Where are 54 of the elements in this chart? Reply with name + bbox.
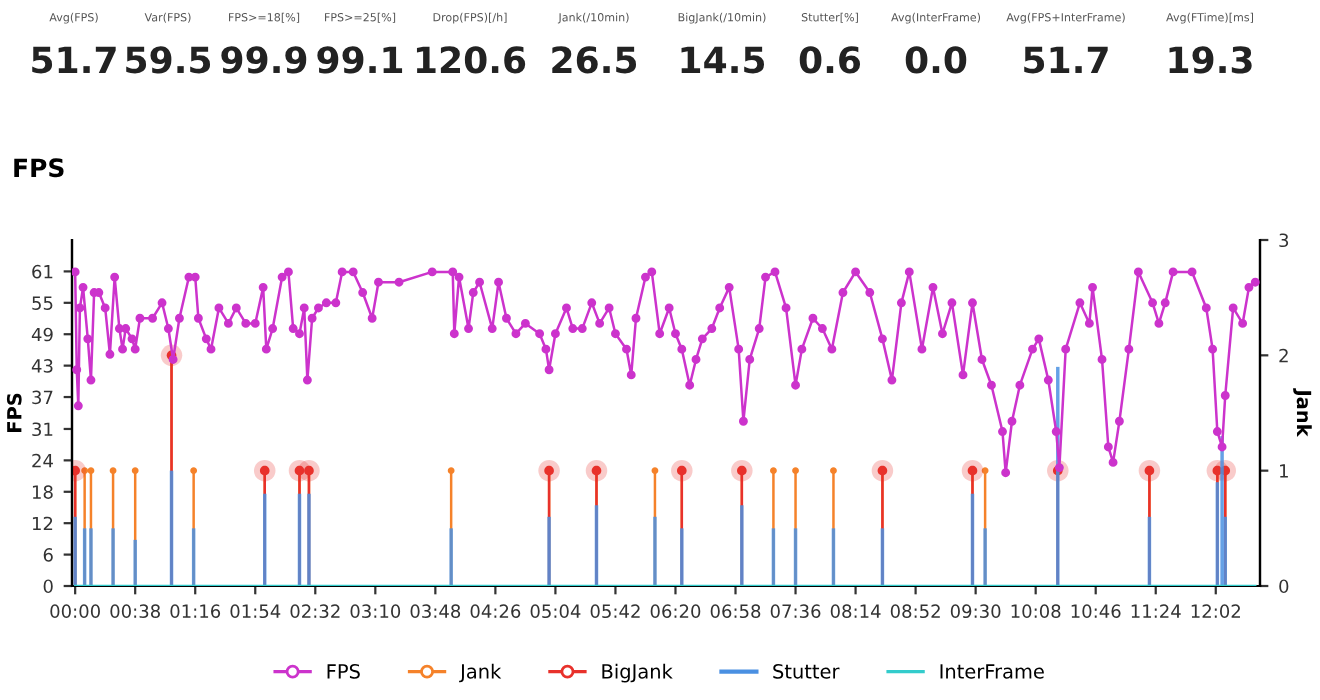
x-tick-label: 06:58 xyxy=(710,604,761,619)
x-tick-label: 10:08 xyxy=(1011,604,1061,619)
text: 14.5 xyxy=(681,46,765,74)
legend-label: InterFrame xyxy=(940,664,1044,679)
legend-label: Jank xyxy=(459,663,502,683)
legend-label: FPS xyxy=(327,664,360,679)
text: 19.3 xyxy=(1169,46,1252,74)
text: 99.1 xyxy=(317,46,403,74)
x-tick-label: 12:02 xyxy=(1191,604,1240,619)
y-tick-label: 0 xyxy=(43,579,53,594)
y-tick-label: 12 xyxy=(32,516,53,531)
text: 120.6 xyxy=(416,46,526,74)
x-tick-label: 05:04 xyxy=(530,604,581,619)
x-tick-label: 05:42 xyxy=(590,604,640,619)
legend-label: Stutter xyxy=(773,664,840,679)
x-tick-label: 02:32 xyxy=(290,604,340,619)
y-tick-label: 18 xyxy=(32,485,53,499)
y-tick-label: 31 xyxy=(32,422,53,437)
y2-tick-label: 3 xyxy=(1279,233,1289,248)
y-tick-label: 49 xyxy=(31,327,53,342)
y-tick-label: 61 xyxy=(32,264,53,279)
y2-tick-label: 0 xyxy=(1279,579,1289,594)
x-tick-label: 08:14 xyxy=(830,604,881,619)
text: 26.5 xyxy=(552,46,637,74)
x-tick-label: 08:52 xyxy=(890,604,940,619)
text: 59.5 xyxy=(126,46,211,74)
y2-tick-label: 2 xyxy=(1279,348,1288,363)
x-tick-label: 01:54 xyxy=(230,604,281,619)
y-tick-label: 55 xyxy=(32,296,53,310)
x-tick-label: 09:30 xyxy=(950,604,1001,619)
x-tick-label: 00:00 xyxy=(50,604,100,619)
text: 51.7 xyxy=(32,46,116,74)
x-tick-label: 10:46 xyxy=(1071,604,1121,619)
x-tick-label: 04:26 xyxy=(470,604,521,619)
text: 99.9 xyxy=(221,46,307,74)
x-tick-label: 11:24 xyxy=(1131,604,1181,618)
x-tick-label: 07:36 xyxy=(770,604,821,619)
y-axis-title: FPS xyxy=(6,393,22,432)
y-tick-label: 37 xyxy=(32,390,53,405)
y-tick-label: 6 xyxy=(43,548,53,562)
chart-title: FPS xyxy=(14,158,64,178)
x-tick-label: 06:20 xyxy=(650,604,701,619)
x-tick-label: 03:48 xyxy=(410,604,461,619)
x-tick-label: 00:38 xyxy=(110,604,160,619)
x-tick-label: 01:16 xyxy=(170,604,221,619)
text: 0.0 xyxy=(905,46,967,74)
text: 51.7 xyxy=(1024,46,1108,74)
y2-axis-title: Jank xyxy=(1293,388,1312,437)
y2-tick-label: 1 xyxy=(1280,464,1288,478)
y-tick-label: 24 xyxy=(32,453,53,468)
x-tick-label: 03:10 xyxy=(350,604,401,619)
y-tick-label: 43 xyxy=(31,359,53,373)
text: 0.6 xyxy=(799,46,861,74)
legend-label: BigJank xyxy=(602,663,673,683)
